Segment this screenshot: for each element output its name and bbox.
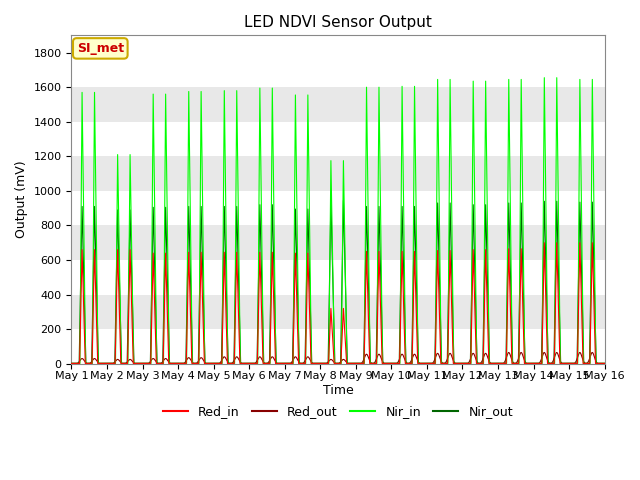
Nir_out: [601, 360, 609, 366]
Red_out: [487, 360, 495, 366]
Nir_out: [412, 244, 419, 250]
Red_in: [540, 240, 548, 246]
Red_in: [487, 360, 495, 366]
Line: Nir_in: Nir_in: [72, 78, 605, 363]
Red_in: [176, 360, 184, 366]
Bar: [72, 87, 605, 122]
Nir_in: [487, 360, 495, 366]
Bar: [72, 191, 605, 226]
Nir_out: [599, 360, 607, 366]
Title: LED NDVI Sensor Output: LED NDVI Sensor Output: [244, 15, 432, 30]
Nir_in: [182, 360, 189, 366]
Legend: Red_in, Red_out, Nir_in, Nir_out: Red_in, Red_out, Nir_in, Nir_out: [158, 400, 518, 423]
Red_out: [176, 360, 184, 366]
Nir_out: [267, 271, 275, 277]
Bar: [72, 260, 605, 295]
Text: SI_met: SI_met: [77, 42, 124, 55]
Line: Red_in: Red_in: [72, 243, 605, 363]
Red_in: [601, 360, 609, 366]
Red_in: [267, 305, 275, 311]
Bar: [72, 226, 605, 260]
Red_in: [68, 360, 76, 366]
Red_out: [588, 349, 596, 355]
Nir_in: [599, 360, 607, 366]
Nir_out: [176, 360, 184, 366]
Red_in: [599, 360, 607, 366]
Nir_in: [267, 247, 275, 252]
Nir_out: [327, 197, 335, 203]
Bar: [72, 329, 605, 364]
Nir_in: [68, 360, 76, 366]
X-axis label: Time: Time: [323, 384, 353, 397]
Red_in: [182, 360, 189, 366]
Red_out: [68, 360, 76, 366]
Red_out: [601, 360, 609, 366]
Line: Nir_out: Nir_out: [72, 200, 605, 363]
Nir_in: [601, 360, 609, 366]
Nir_in: [412, 157, 419, 163]
Red_out: [267, 355, 275, 361]
Nir_out: [68, 360, 76, 366]
Red_out: [182, 359, 189, 365]
Nir_in: [540, 75, 548, 81]
Red_out: [412, 352, 419, 358]
Bar: [72, 295, 605, 329]
Bar: [72, 156, 605, 191]
Bar: [72, 122, 605, 156]
Y-axis label: Output (mV): Output (mV): [15, 161, 28, 239]
Nir_out: [182, 360, 189, 366]
Red_out: [599, 360, 607, 366]
Nir_out: [488, 360, 495, 366]
Bar: [72, 53, 605, 87]
Red_in: [412, 282, 419, 288]
Nir_in: [176, 360, 184, 366]
Line: Red_out: Red_out: [72, 352, 605, 363]
